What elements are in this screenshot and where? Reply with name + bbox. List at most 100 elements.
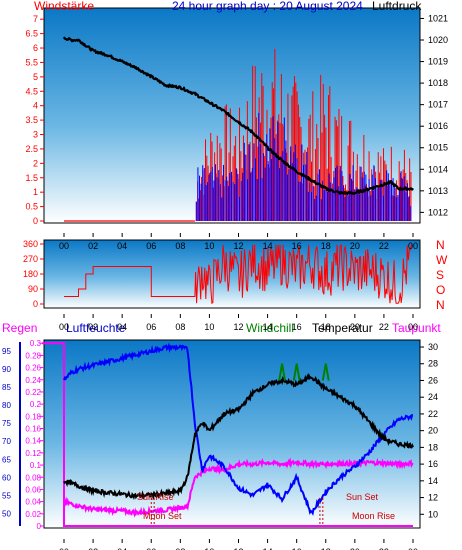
pressure-y-tick-label: 1017 bbox=[428, 100, 448, 110]
humidity-y-tick-label: 50 bbox=[2, 509, 11, 518]
wind-y-tick-label: 5 bbox=[33, 72, 38, 82]
humidity-y-tick-label: 55 bbox=[2, 491, 11, 500]
rain-y-tick-label: 0.08 bbox=[25, 473, 41, 482]
direction-x-tick-label: 00 bbox=[408, 322, 418, 332]
wind-y-tick-label: 4.5 bbox=[25, 86, 38, 96]
wind-y-tick-label: 0.5 bbox=[25, 202, 38, 212]
sun-rise-label: Sun Rise bbox=[137, 492, 174, 502]
wind-x-tick-label: 10 bbox=[204, 241, 214, 251]
pressure-y-tick-label: 1021 bbox=[428, 13, 448, 23]
temp-y-tick-label: 12 bbox=[428, 493, 438, 503]
temp-y-tick-label: 20 bbox=[428, 426, 438, 436]
rain-y-tick-label: 0.2 bbox=[30, 400, 42, 409]
humidity-y-tick-label: 80 bbox=[2, 401, 11, 410]
luftdruck-title: Luftdruck bbox=[372, 0, 422, 13]
pressure-y-tick-label: 1016 bbox=[428, 121, 448, 131]
direction-x-tick-label: 20 bbox=[350, 322, 360, 332]
wind-x-tick-label: 02 bbox=[88, 241, 98, 251]
rain-y-tick-label: 0.26 bbox=[25, 364, 41, 373]
direction-x-tick-label: 02 bbox=[88, 322, 98, 332]
direction-y-tick-label: 270 bbox=[23, 254, 38, 264]
temp-x-tick-label: 14 bbox=[263, 547, 273, 550]
temp-x-tick-label: 20 bbox=[350, 547, 360, 550]
wind-direction-line bbox=[64, 243, 413, 305]
rain-y-tick-label: 0.24 bbox=[25, 376, 41, 385]
temperatur-title: Temperatur bbox=[312, 321, 373, 335]
humidity-y-tick-label: 75 bbox=[2, 419, 11, 428]
direction-x-tick-label: 14 bbox=[263, 322, 273, 332]
taupunkt-title: Taupunkt bbox=[392, 321, 441, 335]
rain-y-tick-label: 0.1 bbox=[30, 461, 42, 470]
temp-x-tick-label: 04 bbox=[117, 547, 127, 550]
wind-y-tick-label: 6 bbox=[33, 43, 38, 53]
temp-y-tick-label: 22 bbox=[428, 409, 438, 419]
rain-y-tick-label: 0.04 bbox=[25, 498, 41, 507]
rain-line bbox=[42, 342, 413, 527]
pressure-y-tick-label: 1015 bbox=[428, 143, 448, 153]
direction-y-tick-label: 360 bbox=[23, 239, 38, 249]
direction-x-tick-label: 22 bbox=[379, 322, 389, 332]
wind-x-tick-label: 20 bbox=[350, 241, 360, 251]
temp-y-tick-label: 10 bbox=[428, 509, 438, 519]
temp-x-tick-label: 06 bbox=[146, 547, 156, 550]
temperature-line bbox=[63, 372, 414, 501]
pressure-y-tick-label: 1012 bbox=[428, 207, 448, 217]
wind-y-tick-label: 1 bbox=[33, 187, 38, 197]
pressure-line bbox=[62, 36, 414, 196]
wind-y-tick-label: 3 bbox=[33, 130, 38, 140]
temp-x-tick-label: 22 bbox=[379, 547, 389, 550]
chart-title: 24 hour graph day : 20 August 2024 bbox=[172, 0, 363, 13]
wind-x-tick-label: 16 bbox=[292, 241, 302, 251]
pressure-y-tick-label: 1019 bbox=[428, 57, 448, 67]
rain-y-tick-label: 0.14 bbox=[25, 437, 41, 446]
wind-x-tick-label: 14 bbox=[263, 241, 273, 251]
direction-x-tick-label: 04 bbox=[117, 322, 127, 332]
windchill-line bbox=[321, 363, 330, 381]
pressure-y-tick-label: 1020 bbox=[428, 35, 448, 45]
temp-y-tick-label: 28 bbox=[428, 359, 438, 369]
temp-x-tick-label: 00 bbox=[408, 547, 418, 550]
compass-label: S bbox=[436, 268, 444, 282]
wind-y-tick-label: 5.5 bbox=[25, 57, 38, 67]
temp-x-tick-label: 10 bbox=[204, 547, 214, 550]
moon-set-label: Moon Set bbox=[143, 511, 182, 521]
windchill-line bbox=[278, 363, 286, 381]
temp-x-tick-label: 00 bbox=[59, 547, 69, 550]
rain-y-tick-label: 0.12 bbox=[25, 449, 41, 458]
temp-x-tick-label: 16 bbox=[292, 547, 302, 550]
temp-y-tick-label: 26 bbox=[428, 375, 438, 385]
wind-x-tick-label: 00 bbox=[408, 241, 418, 251]
windstaerke-title: Windstärke bbox=[34, 0, 94, 13]
wind-y-tick-label: 2.5 bbox=[25, 144, 38, 154]
direction-y-tick-label: 180 bbox=[23, 269, 38, 279]
humidity-y-tick-label: 85 bbox=[2, 383, 11, 392]
luftfeuchte-title: Luftfeuchte bbox=[66, 321, 126, 335]
direction-y-tick-label: 90 bbox=[28, 284, 38, 294]
rain-y-tick-label: 0.3 bbox=[30, 339, 42, 348]
wind-direction-panel bbox=[43, 239, 421, 309]
temp-humidity-panel bbox=[43, 339, 421, 529]
wind-y-tick-label: 4 bbox=[33, 101, 38, 111]
direction-x-tick-label: 08 bbox=[175, 322, 185, 332]
rain-y-tick-label: 0 bbox=[37, 522, 42, 531]
humidity-line bbox=[63, 342, 414, 516]
temp-x-tick-label: 08 bbox=[175, 547, 185, 550]
wind-y-tick-label: 7 bbox=[33, 14, 38, 24]
temp-y-tick-label: 24 bbox=[428, 392, 438, 402]
humidity-y-tick-label: 65 bbox=[2, 455, 11, 464]
humidity-y-tick-label: 90 bbox=[2, 365, 11, 374]
temp-x-tick-label: 18 bbox=[321, 547, 331, 550]
sun-set-label: Sun Set bbox=[346, 492, 379, 502]
rain-y-tick-label: 0.22 bbox=[25, 388, 41, 397]
wind-x-tick-label: 08 bbox=[175, 241, 185, 251]
direction-x-tick-label: 16 bbox=[292, 322, 302, 332]
wind-x-tick-label: 18 bbox=[321, 241, 331, 251]
compass-label: N bbox=[436, 298, 445, 312]
temp-y-tick-label: 14 bbox=[428, 476, 438, 486]
wind-y-tick-label: 2 bbox=[33, 158, 38, 168]
humidity-y-tick-label: 95 bbox=[2, 347, 11, 356]
temp-y-tick-label: 18 bbox=[428, 442, 438, 452]
pressure-y-tick-label: 1018 bbox=[428, 78, 448, 88]
wind-y-tick-label: 1.5 bbox=[25, 173, 38, 183]
